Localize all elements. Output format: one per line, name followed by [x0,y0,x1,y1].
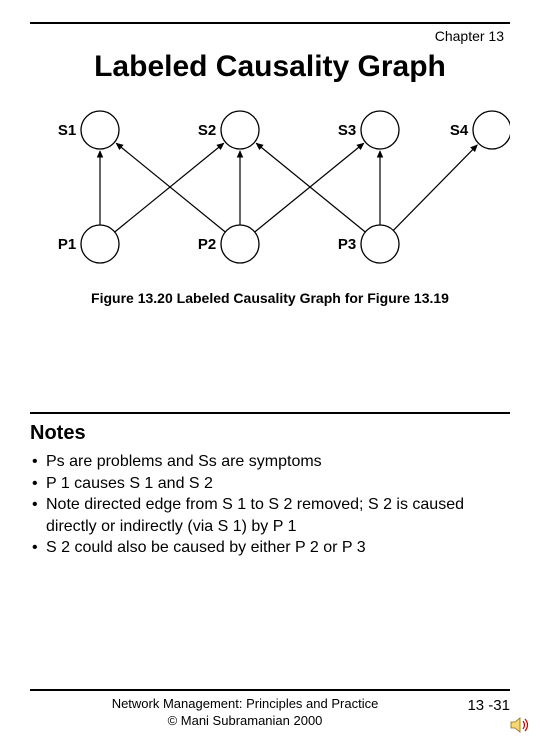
edges-layer [100,143,477,232]
notes-block: Ps are problems and Ss are symptomsP 1 c… [30,451,510,559]
book-title: Network Management: Principles and Pract… [30,695,460,713]
edge-P3-S4 [393,145,477,230]
notes-item: P 1 causes S 1 and S 2 [30,473,510,495]
speaker-icon [510,716,532,734]
footer: Network Management: Principles and Pract… [30,689,510,730]
page-number: 13 -31 [460,695,510,714]
causality-graph: S1 S2 S3 S4 P1 P2 P3 [30,94,510,284]
chapter-label: Chapter 13 [0,28,504,44]
node-label-S2: S2 [198,122,216,139]
top-rule [30,22,510,24]
node-P2 [221,225,259,263]
edge-P3-S2 [256,143,365,232]
node-label-S3: S3 [338,122,356,139]
node-label-S1: S1 [58,122,76,139]
copyright: © Mani Subramanian 2000 [30,712,460,730]
edge-P2-S1 [116,143,225,232]
notes-item: S 2 could also be caused by either P 2 o… [30,537,510,559]
notes-item: Ps are problems and Ss are symptoms [30,451,510,473]
notes-heading: Notes [30,422,540,445]
page-title: Labeled Causality Graph [0,50,540,84]
node-label-P3: P3 [338,236,356,253]
edge-P1-S2 [115,143,224,232]
node-S2 [221,111,259,149]
notes-item: Note directed edge from S 1 to S 2 remov… [30,494,510,537]
rule-above-footer [30,689,510,691]
rule-above-notes [30,412,510,414]
node-label-P2: P2 [198,236,216,253]
node-S1 [81,111,119,149]
figure-caption: Figure 13.20 Labeled Causality Graph for… [0,290,540,306]
edge-P2-S3 [255,143,364,232]
graph-svg: S1 S2 S3 S4 P1 P2 P3 [30,94,510,284]
node-S4 [473,111,510,149]
node-label-P1: P1 [58,236,76,253]
node-label-S4: S4 [450,122,469,139]
node-S3 [361,111,399,149]
node-P1 [81,225,119,263]
node-P3 [361,225,399,263]
nodes-layer: S1 S2 S3 S4 P1 P2 P3 [58,111,510,263]
